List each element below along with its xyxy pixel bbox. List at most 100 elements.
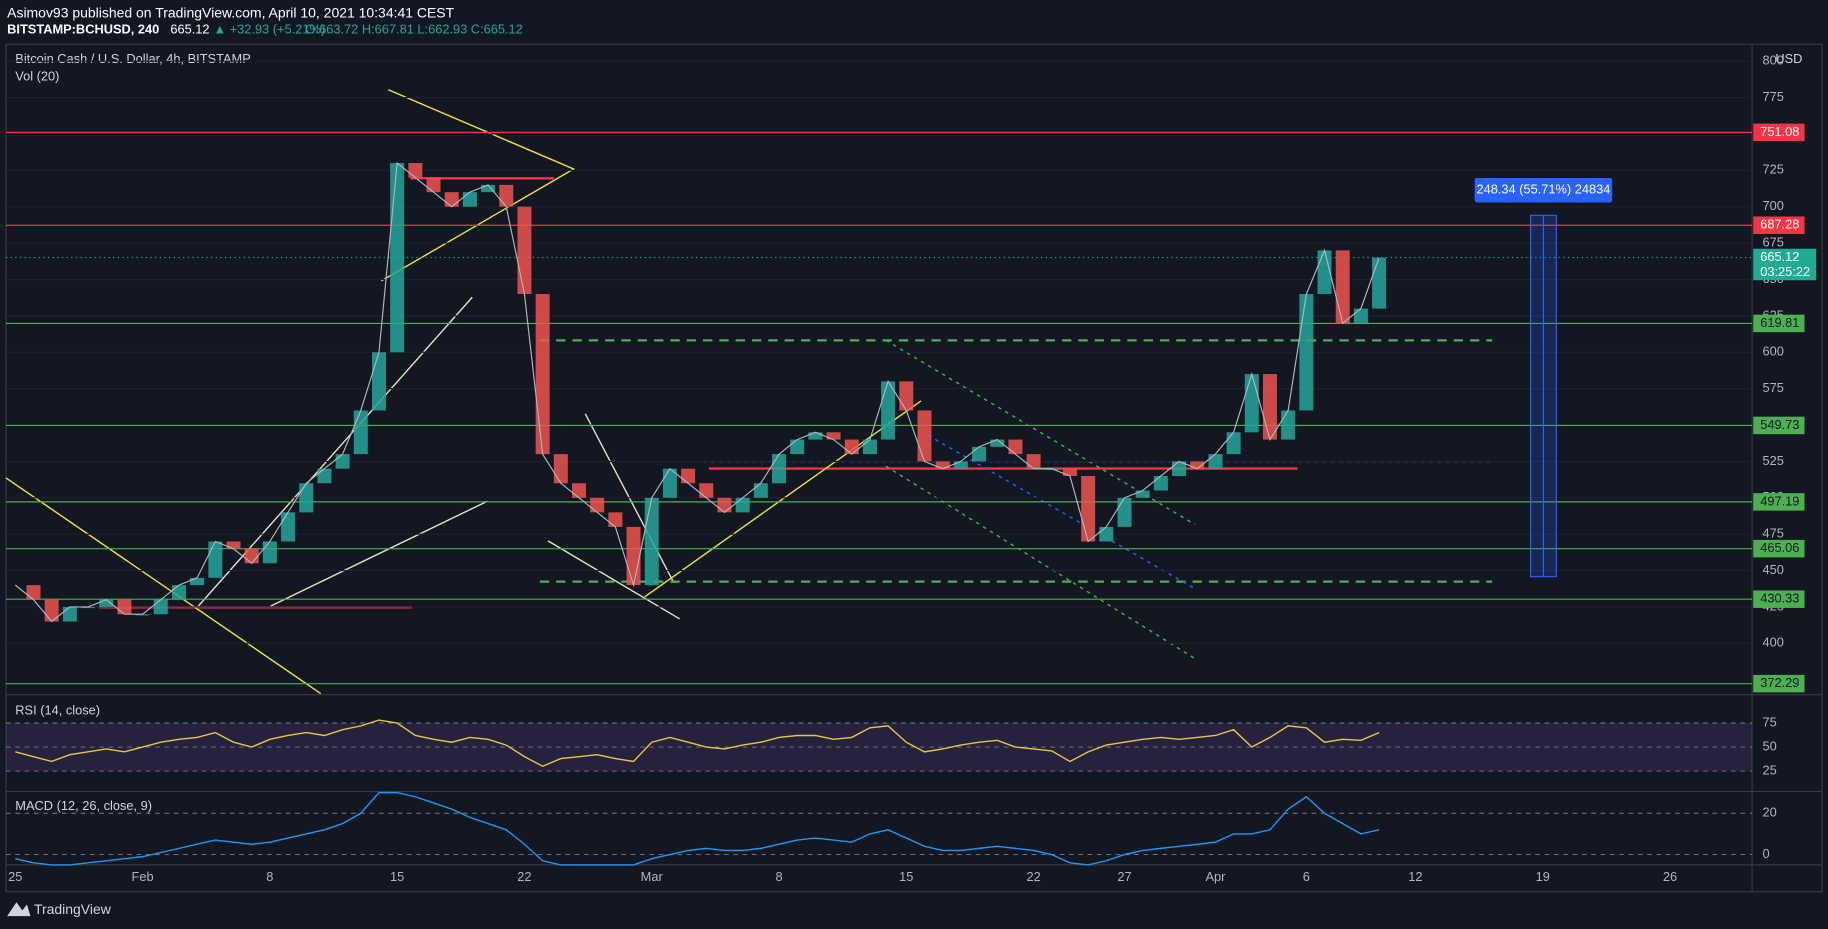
y-tick-label: 450 xyxy=(1763,562,1784,577)
logo-icon xyxy=(7,902,31,917)
candle xyxy=(117,599,132,615)
macd-title: MACD (12, 26, close, 9) xyxy=(15,798,152,813)
ohlc: O:663.72 H:667.81 L:662.93 C:665.12 xyxy=(306,22,523,37)
level-label-bg xyxy=(1753,493,1805,511)
x-tick-label: 19 xyxy=(1536,869,1550,884)
candle xyxy=(208,541,223,578)
candle xyxy=(808,432,823,440)
candle xyxy=(226,541,241,549)
candle xyxy=(1226,432,1241,455)
candle xyxy=(972,446,987,462)
candle xyxy=(699,483,714,498)
current-price-label: 665.12 xyxy=(1760,249,1799,264)
candle xyxy=(299,483,314,513)
candle xyxy=(244,548,259,564)
candle xyxy=(44,599,59,622)
level-label: 372.29 xyxy=(1760,675,1799,690)
brand: TradingView xyxy=(34,901,112,917)
y-tick-label: 25 xyxy=(1763,762,1777,777)
candle xyxy=(881,381,896,440)
wedge-line xyxy=(547,540,681,620)
candle xyxy=(1317,250,1332,295)
candle xyxy=(1262,374,1277,440)
candle xyxy=(953,461,968,469)
chart-subtitle: Vol (20) xyxy=(15,68,59,83)
candle xyxy=(1099,526,1114,542)
candle xyxy=(190,577,205,586)
candle xyxy=(62,606,77,622)
candle xyxy=(1299,294,1314,411)
candle xyxy=(1062,468,1077,476)
candle xyxy=(917,410,932,462)
x-tick-label: 15 xyxy=(390,869,404,884)
candle xyxy=(572,483,586,498)
x-tick-label: 8 xyxy=(266,869,273,884)
candle xyxy=(1335,250,1350,324)
candle xyxy=(317,468,332,484)
y-tick-label: 675 xyxy=(1763,234,1784,249)
candle xyxy=(535,294,550,455)
candle xyxy=(1281,410,1296,440)
candle xyxy=(81,606,96,609)
candle xyxy=(462,192,477,207)
level-label-bg xyxy=(1753,590,1805,608)
y-tick-label: 20 xyxy=(1763,805,1777,820)
candle xyxy=(371,352,386,411)
x-tick-label: 22 xyxy=(517,869,531,884)
candle xyxy=(681,468,696,484)
x-tick-label: 26 xyxy=(1663,869,1677,884)
level-label-bg xyxy=(1753,123,1805,142)
publisher: Asimov93 published on TradingView.com, A… xyxy=(7,5,454,21)
trend-line xyxy=(197,296,473,607)
channel-mid xyxy=(920,430,1196,590)
x-tick-label: 22 xyxy=(1026,869,1040,884)
y-tick-label: 50 xyxy=(1763,738,1777,753)
level-label: 619.81 xyxy=(1760,315,1799,330)
y-tick-label: 800 xyxy=(1763,53,1784,68)
y-tick-label: 600 xyxy=(1763,344,1784,359)
x-tick-label: 12 xyxy=(1408,869,1422,884)
candle xyxy=(790,439,805,455)
candle xyxy=(1135,490,1150,498)
candle xyxy=(1372,257,1387,309)
candle xyxy=(426,177,441,193)
candle xyxy=(353,410,368,455)
measure-label: 248.34 (55.71%) 24834 xyxy=(1476,182,1610,197)
level-label: 430.33 xyxy=(1760,591,1799,606)
candle xyxy=(499,184,514,207)
x-tick-label: Mar xyxy=(641,869,664,884)
level-label-bg xyxy=(1753,539,1805,558)
candle xyxy=(990,439,1005,447)
candle xyxy=(335,454,350,469)
level-label-bg xyxy=(1753,674,1805,693)
pane-borders xyxy=(5,43,1823,893)
candle xyxy=(553,454,568,484)
last-price: 665.12 xyxy=(170,22,209,37)
level-label: 497.19 xyxy=(1760,493,1799,508)
candle xyxy=(935,461,950,469)
level-label: 465.06 xyxy=(1760,540,1799,555)
logo xyxy=(7,902,31,917)
level-label-bg xyxy=(1753,314,1805,333)
candle xyxy=(1208,454,1223,469)
price-line xyxy=(14,161,1380,623)
candle xyxy=(1153,475,1168,491)
candle xyxy=(1244,374,1259,433)
level-label-bg xyxy=(1753,216,1805,234)
candle xyxy=(826,432,841,440)
candle xyxy=(1172,461,1187,476)
y-tick-label: 475 xyxy=(1763,526,1784,541)
channel-line xyxy=(885,465,1196,660)
x-tick-label: 15 xyxy=(899,869,913,884)
level-label-bg xyxy=(1753,416,1805,435)
candle xyxy=(26,585,41,600)
candle xyxy=(281,512,296,542)
x-tick-label: 6 xyxy=(1303,869,1310,884)
candle xyxy=(153,599,168,615)
candle xyxy=(1008,439,1023,455)
trend-line xyxy=(5,477,322,695)
rsi-title: RSI (14, close) xyxy=(15,702,100,717)
candle xyxy=(626,526,641,586)
